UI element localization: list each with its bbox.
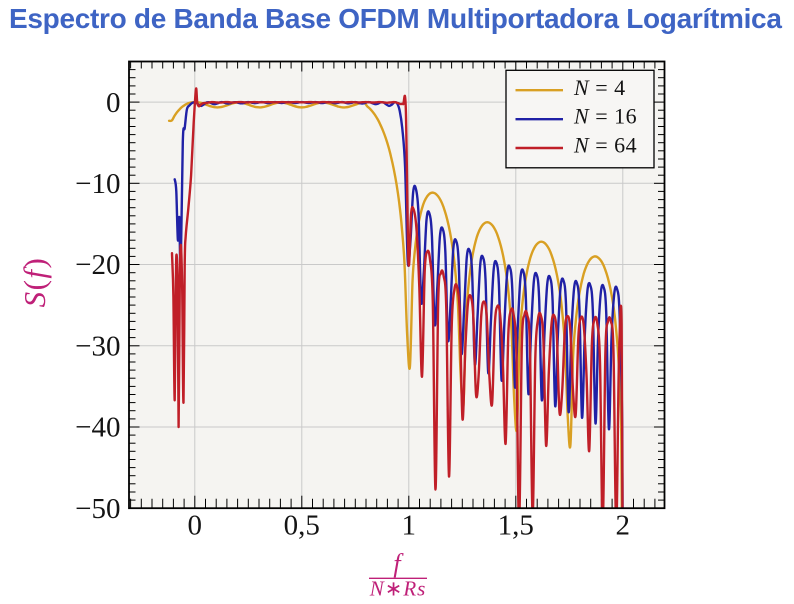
svg-text:0: 0 bbox=[188, 509, 203, 541]
svg-text:N = 64: N = 64 bbox=[573, 132, 637, 157]
svg-text:1,5: 1,5 bbox=[498, 509, 534, 541]
svg-text:2: 2 bbox=[616, 509, 631, 541]
svg-text:−50: −50 bbox=[75, 493, 120, 525]
svg-text:−40: −40 bbox=[75, 412, 120, 444]
svg-text:1: 1 bbox=[402, 509, 417, 541]
svg-text:N = 4: N = 4 bbox=[573, 75, 626, 100]
svg-text:−10: −10 bbox=[75, 168, 120, 200]
svg-text:N∗Rs: N∗Rs bbox=[369, 577, 427, 601]
svg-text:0: 0 bbox=[106, 87, 121, 119]
svg-text:f: f bbox=[393, 549, 404, 578]
svg-text:N = 16: N = 16 bbox=[573, 104, 637, 129]
svg-text:−20: −20 bbox=[75, 249, 120, 281]
svg-text:−30: −30 bbox=[75, 331, 120, 363]
svg-text:0,5: 0,5 bbox=[284, 509, 320, 541]
svg-text:S(f): S(f) bbox=[17, 257, 52, 308]
